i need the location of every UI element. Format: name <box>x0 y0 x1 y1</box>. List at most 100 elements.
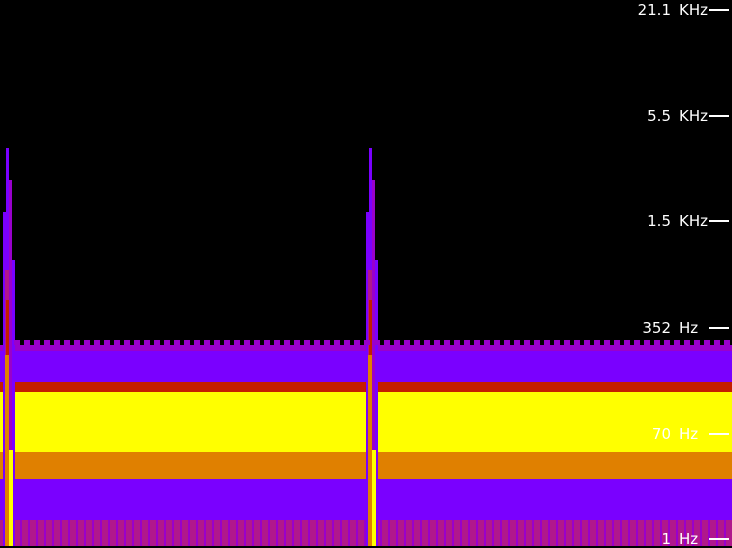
ripple-notch <box>264 340 270 345</box>
ripple-notch <box>344 340 350 345</box>
ripple-notch <box>714 340 720 345</box>
band-stripe <box>364 520 366 546</box>
ripple-notch <box>504 340 510 345</box>
band-stripe <box>164 520 166 546</box>
ripple-notch <box>584 340 590 345</box>
band-stripe <box>284 520 286 546</box>
band-stripe <box>36 520 38 546</box>
spike-purple <box>9 180 12 546</box>
ripple-notch <box>274 340 280 345</box>
band-stripe <box>132 520 134 546</box>
band-stripe <box>508 520 510 546</box>
band-stripe <box>588 520 590 546</box>
ripple-notch <box>674 340 680 345</box>
band-stripe <box>180 520 182 546</box>
ripple-notch <box>454 340 460 345</box>
band-stripe <box>188 520 190 546</box>
ripple-notch <box>34 340 40 345</box>
spike-purple <box>372 180 375 546</box>
ripple-notch <box>694 340 700 345</box>
ripple-notch <box>254 340 260 345</box>
ripple-notch <box>704 340 710 345</box>
ripple-notch <box>154 340 160 345</box>
band-stripe <box>244 520 246 546</box>
band-stripe <box>524 520 526 546</box>
ripple-notch <box>194 340 200 345</box>
ripple-notch <box>244 340 250 345</box>
ripple-notch <box>554 340 560 345</box>
band-stripe <box>716 520 718 546</box>
ripple-notch <box>104 340 110 345</box>
ripple-notch <box>304 340 310 345</box>
ripple-notch <box>284 340 290 345</box>
band-stripe <box>140 520 142 546</box>
ripple-notch <box>224 340 230 345</box>
band-stripe <box>300 520 302 546</box>
band-stripe <box>396 520 398 546</box>
band-stripe <box>708 520 710 546</box>
ripple-notch <box>594 340 600 345</box>
ripple-notch <box>464 340 470 345</box>
ripple-notch <box>74 340 80 345</box>
band-stripe <box>332 520 334 546</box>
band-stripe <box>260 520 262 546</box>
spike-violet-right <box>375 260 378 546</box>
band-stripe <box>684 520 686 546</box>
band-stripe <box>724 520 726 546</box>
band-stripe <box>236 520 238 546</box>
band-stripe <box>60 520 62 546</box>
band-stripe <box>100 520 102 546</box>
ripple-notch <box>134 340 140 345</box>
band-stripe <box>84 520 86 546</box>
band-stripe <box>660 520 662 546</box>
band-stripe <box>108 520 110 546</box>
ripple-notch <box>664 340 670 345</box>
band-stripe <box>476 520 478 546</box>
ripple-notch <box>334 340 340 345</box>
band-stripe <box>20 520 22 546</box>
ripple-notch <box>294 340 300 345</box>
band-stripe <box>692 520 694 546</box>
ripple-notch <box>604 340 610 345</box>
band-stripe <box>644 520 646 546</box>
transient-spikes <box>3 0 378 546</box>
band-stripe <box>612 520 614 546</box>
band-stripe <box>668 520 670 546</box>
band-stripe <box>348 520 350 546</box>
band-stripe <box>204 520 206 546</box>
band-stripe <box>428 520 430 546</box>
ripple-notch <box>314 340 320 345</box>
band-stripe <box>420 520 422 546</box>
band-stripe <box>172 520 174 546</box>
band-stripe <box>196 520 198 546</box>
ripple-notch <box>24 340 30 345</box>
band-stripe <box>156 520 158 546</box>
band-stripe <box>388 520 390 546</box>
spike-yellow <box>9 450 13 546</box>
band-stripe <box>220 520 222 546</box>
band-stripe <box>452 520 454 546</box>
ripple-notch <box>324 340 330 345</box>
ripple-notch <box>84 340 90 345</box>
band-stripe <box>92 520 94 546</box>
band-stripe <box>228 520 230 546</box>
ripple-notch <box>54 340 60 345</box>
band-stripe <box>652 520 654 546</box>
band-stripe <box>268 520 270 546</box>
band-stripe <box>700 520 702 546</box>
band-stripe <box>444 520 446 546</box>
ripple-notch <box>404 340 410 345</box>
band-stripe <box>492 520 494 546</box>
band-stripe <box>572 520 574 546</box>
band-stripe <box>436 520 438 546</box>
spike-yellow <box>372 450 376 546</box>
ripple-notch <box>634 340 640 345</box>
ripple-notch <box>514 340 520 345</box>
band-stripe <box>356 520 358 546</box>
ripple-notch <box>414 340 420 345</box>
band-stripe <box>308 520 310 546</box>
band-stripe <box>276 520 278 546</box>
band-stripe <box>548 520 550 546</box>
band-stripe <box>636 520 638 546</box>
